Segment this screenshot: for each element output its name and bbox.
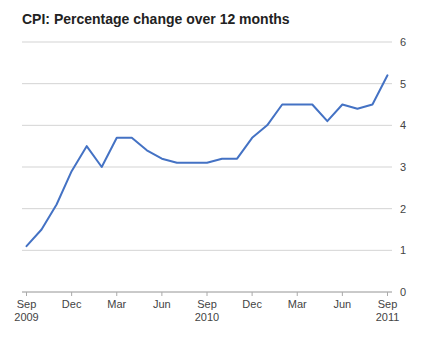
x-tick-label-line: Mar (288, 298, 307, 310)
x-tick-label-line: Jun (153, 298, 171, 310)
x-tick-label: Mar (288, 298, 307, 310)
grid (22, 42, 392, 292)
x-tick-label: Dec (62, 298, 82, 310)
x-tick (207, 292, 208, 296)
grid-line (22, 42, 392, 43)
y-tick-label: 0 (400, 286, 406, 298)
x-tick-label: Jun (333, 298, 351, 310)
x-tick (116, 292, 117, 296)
y-tick-label: 4 (400, 119, 406, 131)
x-tick-label: Sep2009 (14, 298, 38, 323)
x-tick (252, 292, 253, 296)
y-tick-label: 6 (400, 36, 406, 48)
chart: CPI: Percentage change over 12 months 0 1 2… (0, 0, 442, 345)
line (27, 75, 388, 246)
x-tick-label: Sep2011 (376, 298, 400, 323)
y-tick-label: 1 (400, 244, 406, 256)
title: CPI: Percentage change over 12 months (22, 11, 290, 27)
plot-area (27, 75, 388, 246)
x-tick (71, 292, 72, 296)
x-tick-label-line: 2010 (195, 311, 219, 323)
x-tick-label: Sep2010 (195, 298, 219, 323)
x-tick-label-line: Dec (62, 298, 82, 310)
y-tick-label: 3 (400, 161, 406, 173)
x-tick-label: Mar (107, 298, 126, 310)
x-tick-label-line: 2009 (14, 311, 38, 323)
x-tick (161, 292, 162, 296)
y-tick-label: 5 (400, 78, 406, 90)
grid-line (22, 167, 392, 168)
grid-line (22, 250, 392, 251)
x-tick (297, 292, 298, 296)
x-tick-label-line: Jun (333, 298, 351, 310)
x-tick-label-line: 2011 (376, 311, 400, 323)
x-tick-label-line: Sep (378, 298, 398, 310)
x-tick-label-line: Sep (17, 298, 37, 310)
x-tick-label-line: Dec (242, 298, 262, 310)
x-tick (387, 292, 388, 296)
x-tick-label-line: Sep (197, 298, 217, 310)
x-tick-label-line: Mar (107, 298, 126, 310)
x-tick-label: Dec (242, 298, 262, 310)
x-tick (342, 292, 343, 296)
grid-line (22, 208, 392, 209)
x-tick (26, 292, 27, 296)
x-tick-label: Jun (153, 298, 171, 310)
grid-line (22, 83, 392, 84)
grid-line (22, 125, 392, 126)
y-tick-label: 2 (400, 203, 406, 215)
